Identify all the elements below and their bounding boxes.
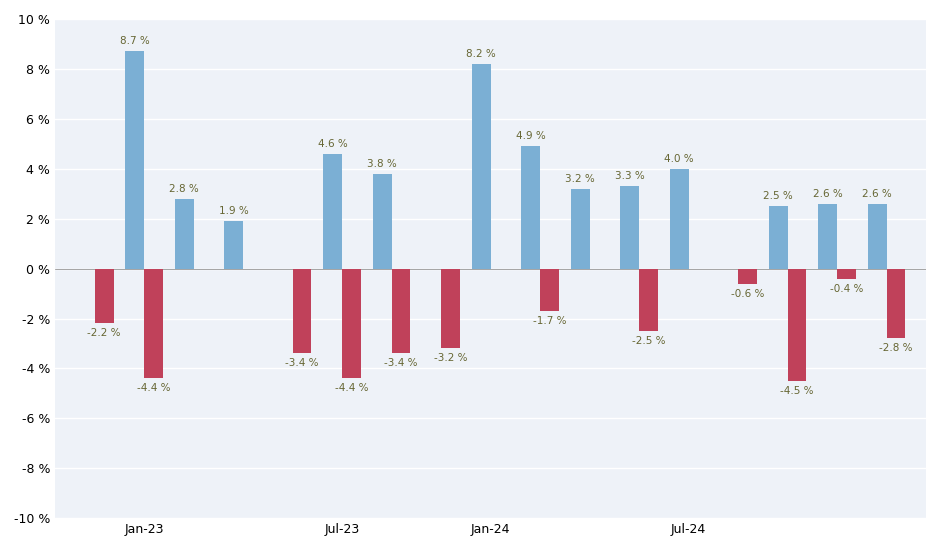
Text: 8.7 %: 8.7 % <box>120 36 149 46</box>
Bar <box>175 199 194 268</box>
Text: 3.8 %: 3.8 % <box>368 159 397 169</box>
Text: 3.3 %: 3.3 % <box>615 171 645 181</box>
Text: -2.5 %: -2.5 % <box>632 336 666 346</box>
Bar <box>769 206 788 268</box>
Text: 4.9 %: 4.9 % <box>516 131 545 141</box>
Bar <box>323 153 342 268</box>
Text: -4.4 %: -4.4 % <box>335 383 368 393</box>
Text: 2.6 %: 2.6 % <box>862 189 892 199</box>
Bar <box>738 268 757 284</box>
Bar <box>225 221 243 268</box>
Text: -0.6 %: -0.6 % <box>730 289 764 299</box>
Text: 4.6 %: 4.6 % <box>318 139 348 148</box>
Bar <box>392 268 411 354</box>
Text: -2.8 %: -2.8 % <box>879 343 913 354</box>
Bar <box>125 51 144 268</box>
Text: 1.9 %: 1.9 % <box>219 206 249 216</box>
Text: 2.6 %: 2.6 % <box>813 189 842 199</box>
Text: 3.2 %: 3.2 % <box>565 174 595 184</box>
Text: -4.4 %: -4.4 % <box>137 383 170 393</box>
Bar <box>441 268 460 349</box>
Bar <box>837 268 855 278</box>
Bar <box>342 268 361 378</box>
Bar <box>886 268 905 338</box>
Text: -4.5 %: -4.5 % <box>780 386 814 396</box>
Bar <box>670 169 689 268</box>
Text: -2.2 %: -2.2 % <box>87 328 121 338</box>
Text: -1.7 %: -1.7 % <box>533 316 566 326</box>
Bar <box>818 204 837 268</box>
Bar <box>95 268 114 323</box>
Bar <box>620 186 639 268</box>
Bar <box>571 189 589 268</box>
Text: -3.4 %: -3.4 % <box>286 359 319 369</box>
Text: -3.4 %: -3.4 % <box>384 359 417 369</box>
Text: 2.8 %: 2.8 % <box>169 184 199 194</box>
Bar <box>788 268 807 381</box>
Bar <box>540 268 559 311</box>
Text: 2.5 %: 2.5 % <box>763 191 793 201</box>
Bar <box>639 268 658 331</box>
Bar <box>373 174 392 268</box>
Bar <box>522 146 540 268</box>
Bar <box>472 64 491 268</box>
Bar <box>292 268 311 354</box>
Bar <box>144 268 163 378</box>
Bar <box>868 204 886 268</box>
Text: 8.2 %: 8.2 % <box>466 49 496 59</box>
Text: -0.4 %: -0.4 % <box>830 284 863 294</box>
Text: 4.0 %: 4.0 % <box>665 153 694 164</box>
Text: -3.2 %: -3.2 % <box>433 354 467 364</box>
